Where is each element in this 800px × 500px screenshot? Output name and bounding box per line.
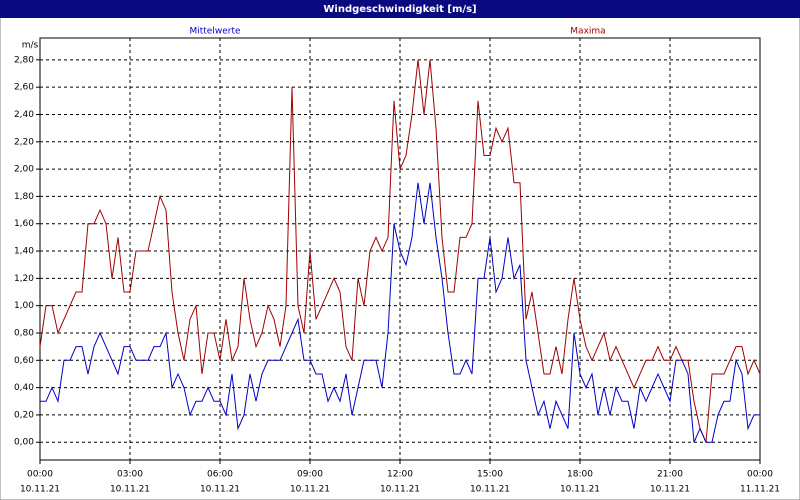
y-tick-label: 2,00	[14, 165, 34, 175]
legend-entry: Maxima	[570, 27, 605, 37]
y-tick-label: 0,20	[14, 410, 34, 420]
y-tick-label: 0,80	[14, 328, 34, 338]
x-tick-label: 15:00	[477, 470, 503, 480]
x-tick-label: 00:00	[27, 470, 53, 480]
y-axis-label: m/s	[22, 41, 39, 51]
chart-title: Windgeschwindigkeit [m/s]	[323, 4, 476, 15]
x-tick-label: 18:00	[567, 470, 593, 480]
x-tick-date: 10.11.21	[470, 485, 510, 495]
y-tick-label: 2,20	[14, 137, 34, 147]
x-tick-date: 10.11.21	[200, 485, 240, 495]
y-tick-label: 1,80	[14, 192, 34, 202]
x-tick-date: 10.11.21	[20, 485, 60, 495]
x-tick-label: 21:00	[657, 470, 683, 480]
x-tick-date: 10.11.21	[110, 485, 150, 495]
x-tick-label: 12:00	[387, 470, 413, 480]
x-tick-label: 00:00	[747, 470, 773, 480]
x-tick-label: 09:00	[297, 470, 323, 480]
y-tick-label: 2,60	[14, 83, 34, 93]
data-line	[39, 59, 761, 443]
x-tick-date: 11.11.21	[740, 485, 780, 495]
y-tick-label: 1,00	[14, 301, 34, 311]
y-tick-label: 1,60	[14, 219, 34, 229]
x-tick-date: 10.11.21	[380, 485, 420, 495]
y-tick-label: 1,40	[14, 247, 34, 257]
y-tick-label: 2,80	[14, 55, 34, 65]
x-tick-date: 10.11.21	[560, 485, 600, 495]
x-tick-label: 03:00	[117, 470, 143, 480]
x-tick-date: 10.11.21	[290, 485, 330, 495]
y-tick-label: 0,00	[14, 438, 34, 448]
y-tick-label: 2,40	[14, 110, 34, 120]
data-line	[40, 182, 760, 443]
x-tick-date: 10.11.21	[650, 485, 690, 495]
y-tick-label: 0,40	[14, 383, 34, 393]
y-tick-label: 1,20	[14, 274, 34, 284]
legend-entry: Mittelwerte	[189, 27, 240, 37]
y-tick-label: 0,60	[14, 356, 34, 366]
x-tick-label: 06:00	[207, 470, 233, 480]
title-bar	[0, 0, 800, 18]
